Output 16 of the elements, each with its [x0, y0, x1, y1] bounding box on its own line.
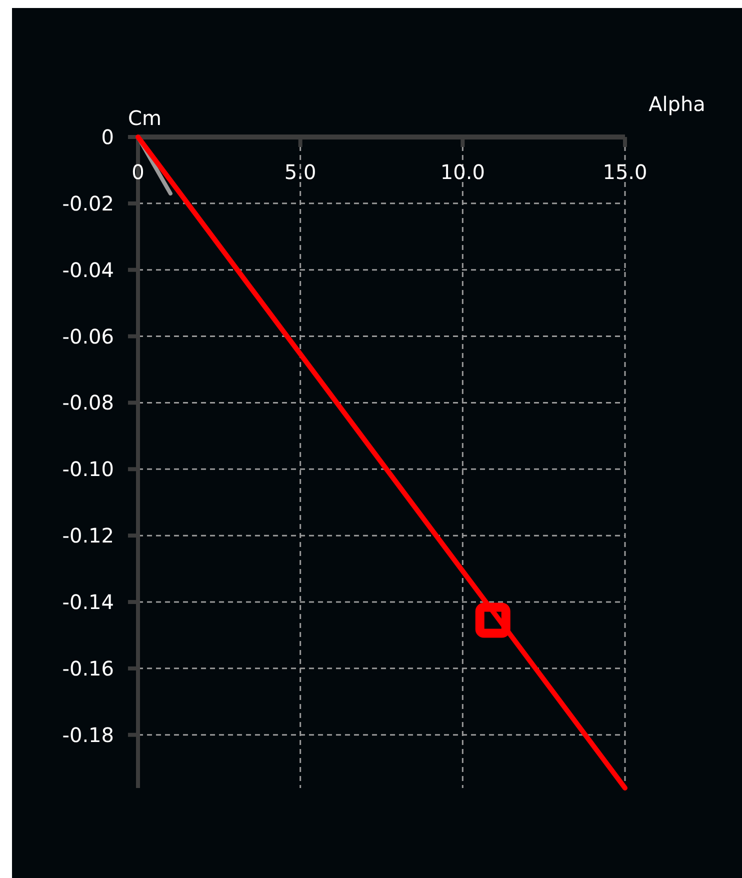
- y-tick-label: -0.06: [62, 324, 114, 348]
- x-tick-label: 0: [132, 160, 144, 184]
- x-axis-title: Alpha: [648, 92, 706, 116]
- x-tick-label: 10.0: [440, 160, 485, 184]
- x-tick-label: 15.0: [602, 160, 648, 184]
- y-tick-label: -0.02: [62, 191, 114, 216]
- x-tick-label: 5.0: [284, 160, 316, 184]
- y-tick-label: -0.10: [62, 457, 114, 482]
- y-tick-label: 0: [101, 125, 114, 149]
- y-tick-label: -0.12: [62, 524, 114, 548]
- y-tick-label: -0.16: [62, 656, 114, 680]
- y-tick-label: -0.04: [62, 258, 114, 282]
- y-tick-label: -0.18: [62, 722, 114, 747]
- y-tick-label: -0.08: [62, 390, 114, 415]
- y-axis-title: Cm: [128, 106, 162, 130]
- y-tick-label: -0.14: [62, 590, 114, 614]
